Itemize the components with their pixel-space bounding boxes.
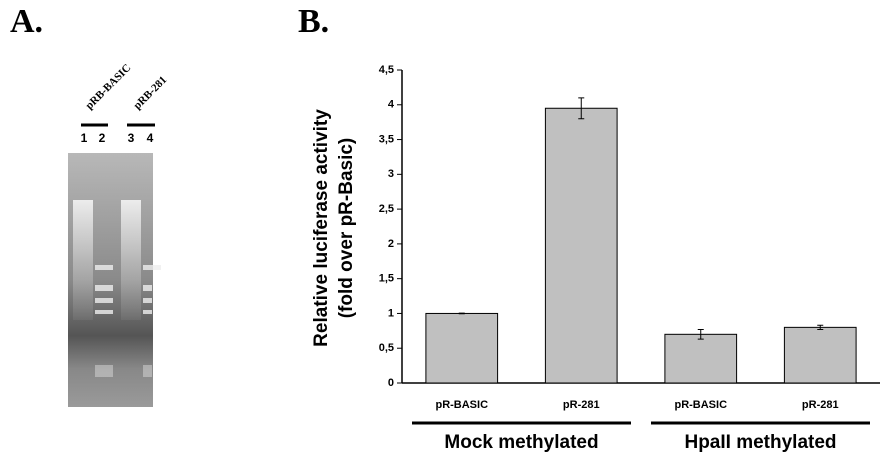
y-tick-label: 1,5 [379, 273, 394, 285]
panel-label: A. [10, 3, 43, 40]
bar [426, 313, 498, 383]
group-label: HpaII methylated [684, 432, 836, 453]
lane-label: 4 [147, 131, 154, 145]
figure: A. pRB-BASIC pRB-281 1 2 3 4 B. Relative… [0, 0, 890, 457]
y-tick-label: 3,5 [379, 133, 394, 145]
y-tick-label: 4,5 [379, 64, 394, 76]
error-bar [459, 313, 465, 314]
lane-group-label: pRB-281 [131, 74, 169, 112]
y-tick-label: 0 [388, 377, 394, 389]
y-tick-label: 4 [388, 99, 395, 111]
group-label: Mock methylated [444, 432, 598, 453]
bar [545, 108, 617, 383]
lane-label: 3 [128, 131, 135, 145]
x-tick-label: pR-BASIC [435, 399, 488, 411]
x-tick-label: pR-281 [802, 399, 839, 411]
y-axis-title: Relative luciferase activity [311, 109, 332, 347]
bar [784, 327, 856, 383]
y-tick-label: 1 [388, 307, 394, 319]
y-tick-label: 3 [388, 168, 394, 180]
lane-label: 2 [99, 131, 106, 145]
x-tick-label: pR-BASIC [674, 399, 727, 411]
x-tick-label: pR-281 [563, 399, 600, 411]
y-tick-label: 0,5 [379, 342, 394, 354]
gel [68, 125, 161, 407]
panel-label: B. [298, 3, 329, 40]
lane-label: 1 [81, 131, 88, 145]
lane-group-label: pRB-BASIC [83, 62, 133, 112]
y-tick-label: 2 [388, 238, 394, 250]
y-tick-label: 2,5 [379, 203, 394, 215]
y-axis-title: (fold over pR-Basic) [336, 138, 357, 319]
bar [665, 334, 737, 383]
